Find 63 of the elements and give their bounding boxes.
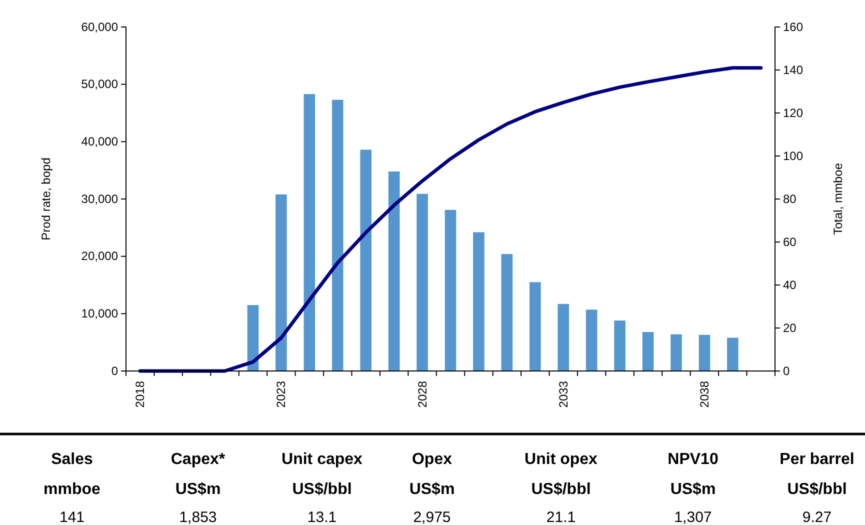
y2-tick-label: 120: [783, 106, 804, 120]
text: US$m: [409, 481, 455, 498]
text: Unit capex: [282, 451, 363, 468]
x-tick-label: 2018: [133, 380, 148, 408]
bar: [332, 100, 344, 371]
text: NPV10: [668, 451, 718, 468]
y-tick-label: 20,000: [81, 249, 118, 264]
text: Capex*: [170, 451, 226, 468]
y2-tick-label: 100: [783, 148, 804, 163]
text: Per barrel: [780, 451, 854, 468]
y2-axis-title: Total, mmboe: [831, 162, 845, 236]
line-series: [138, 66, 763, 373]
text: Opex: [412, 451, 452, 468]
bar: [304, 94, 316, 371]
text: Sales: [51, 451, 94, 468]
y-tick-label: 40,000: [81, 134, 118, 149]
text: 141: [59, 509, 85, 525]
bar: [670, 334, 682, 371]
bar: [416, 194, 428, 371]
y2-tick-label: 160: [783, 20, 804, 34]
text: 9.27: [802, 509, 832, 525]
y-tick-label: 10,000: [81, 306, 118, 321]
y-tick-label: 50,000: [81, 77, 118, 92]
bar: [558, 304, 570, 371]
bar: [642, 332, 654, 371]
bar: [727, 338, 738, 371]
x-tick-label: 2023: [274, 380, 288, 408]
y-tick-label: 30,000: [81, 192, 118, 206]
text: mmboe: [44, 481, 101, 498]
text: US$m: [670, 481, 716, 498]
y2-tick-label: 20: [783, 320, 797, 335]
bar: [360, 150, 372, 371]
y2-tick-label: 40: [783, 278, 797, 292]
bar: [501, 254, 513, 371]
bar: [444, 210, 456, 371]
text: US$m: [175, 481, 221, 498]
bar: [698, 334, 710, 371]
text: 1,853: [179, 509, 217, 525]
y-tick-label: 0: [111, 364, 118, 378]
y-tick-label: 60,000: [81, 20, 118, 34]
x-tick-label: 2033: [556, 380, 570, 408]
text: US$/bbl: [787, 481, 847, 498]
bar: [276, 194, 287, 371]
text: Unit opex: [524, 451, 598, 468]
text: 13.1: [307, 509, 337, 525]
bar: [586, 310, 598, 371]
bar: [247, 305, 259, 371]
y2-tick-label: 140: [783, 62, 804, 77]
bar: [614, 320, 626, 371]
bar: [473, 232, 484, 371]
text: US$/bbl: [531, 481, 591, 498]
y-axis-title: Prod rate, bopd: [39, 158, 53, 240]
bar: [530, 282, 541, 371]
text: 1,307: [674, 509, 712, 525]
y2-tick-label: 80: [783, 192, 797, 206]
y2-tick-label: 0: [783, 364, 790, 378]
text: US$/bbl: [292, 481, 352, 498]
x-tick-label: 2028: [415, 380, 430, 408]
text: 21.1: [546, 509, 576, 525]
x-tick-label: 2038: [697, 380, 712, 408]
bar: [388, 171, 400, 371]
text: 2,975: [413, 509, 451, 525]
y2-tick-label: 60: [783, 234, 797, 249]
